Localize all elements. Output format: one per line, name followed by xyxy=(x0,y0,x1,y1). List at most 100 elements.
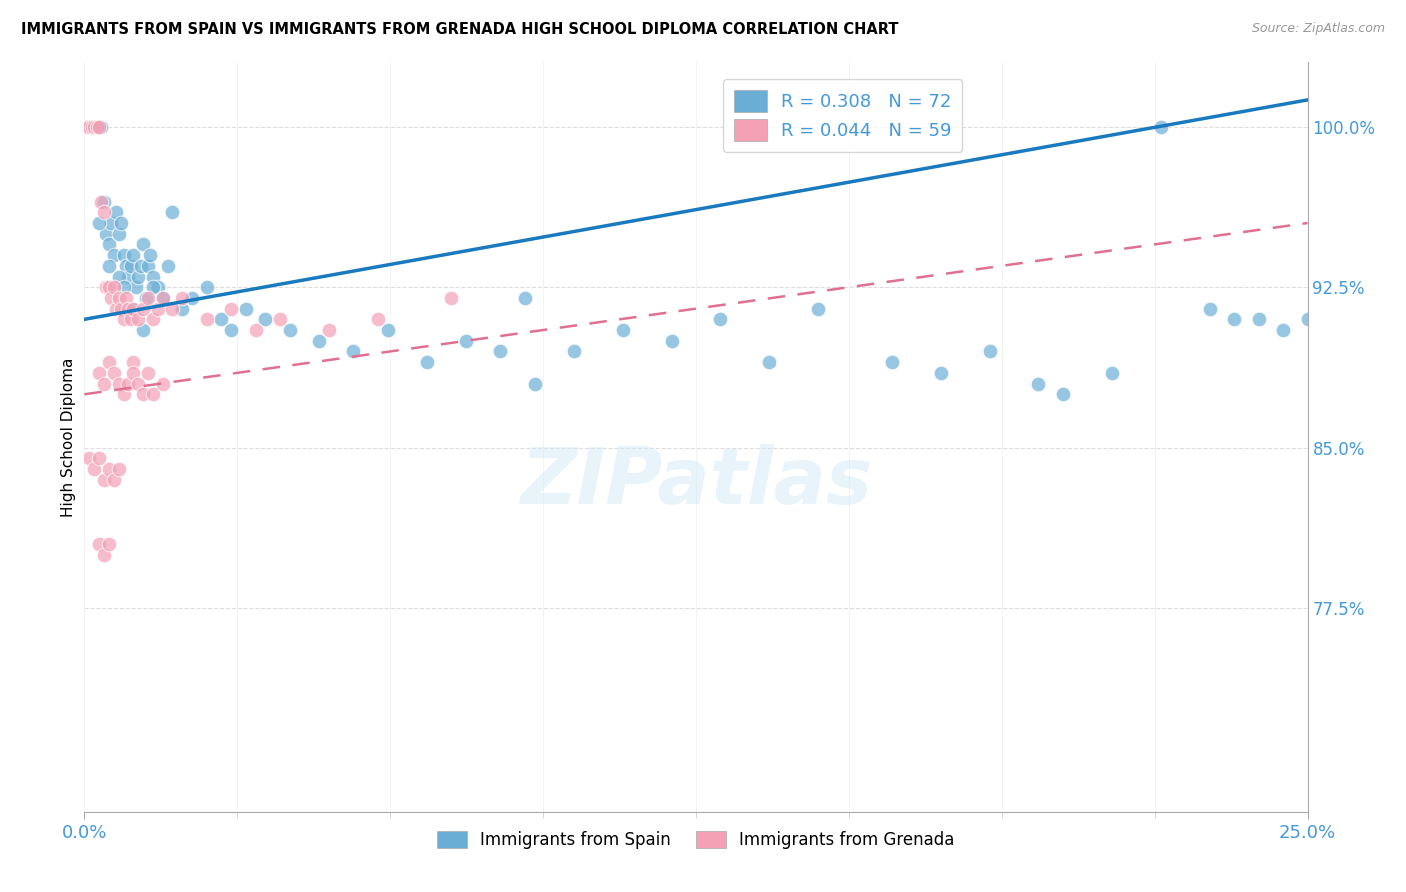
Point xyxy=(97,462,120,476)
Point xyxy=(120,259,142,273)
Point xyxy=(117,376,139,391)
Point xyxy=(90,120,112,134)
Point xyxy=(83,120,105,134)
Point xyxy=(115,291,138,305)
Point xyxy=(440,291,463,305)
Point xyxy=(1247,312,1270,326)
Point xyxy=(77,120,100,134)
Point xyxy=(127,312,149,326)
Point xyxy=(107,376,129,391)
Point xyxy=(96,227,118,241)
Point xyxy=(318,323,340,337)
Point xyxy=(136,291,159,305)
Point xyxy=(1198,301,1220,316)
Point xyxy=(278,323,301,337)
Point xyxy=(132,301,155,316)
Point xyxy=(1296,312,1319,326)
Point xyxy=(146,301,169,316)
Point xyxy=(219,323,242,337)
Point xyxy=(1052,387,1074,401)
Point xyxy=(122,355,145,369)
Point xyxy=(979,344,1001,359)
Point xyxy=(209,312,232,326)
Point xyxy=(87,216,110,230)
Point xyxy=(107,291,129,305)
Point xyxy=(97,237,120,252)
Point xyxy=(254,312,277,326)
Point xyxy=(135,291,157,305)
Point xyxy=(513,291,536,305)
Point xyxy=(758,355,780,369)
Point xyxy=(110,216,132,230)
Point xyxy=(142,387,165,401)
Point xyxy=(87,120,110,134)
Point xyxy=(117,301,139,316)
Point xyxy=(97,537,120,551)
Point xyxy=(612,323,634,337)
Point xyxy=(136,366,159,380)
Point xyxy=(77,120,100,134)
Point xyxy=(127,376,149,391)
Point xyxy=(122,301,145,316)
Point xyxy=(152,376,174,391)
Point xyxy=(112,248,135,262)
Point xyxy=(103,366,125,380)
Point xyxy=(83,462,105,476)
Point xyxy=(100,291,122,305)
Point xyxy=(132,323,155,337)
Point xyxy=(86,120,108,134)
Point xyxy=(112,312,135,326)
Point xyxy=(342,344,364,359)
Point xyxy=(235,301,257,316)
Point xyxy=(107,227,129,241)
Point xyxy=(103,248,125,262)
Point xyxy=(87,451,110,466)
Point xyxy=(152,291,174,305)
Point xyxy=(807,301,830,316)
Point xyxy=(269,312,291,326)
Point xyxy=(122,248,145,262)
Point xyxy=(142,312,165,326)
Point xyxy=(132,387,155,401)
Point xyxy=(120,312,142,326)
Point xyxy=(97,259,120,273)
Point xyxy=(107,269,129,284)
Point xyxy=(93,194,115,209)
Point xyxy=(142,269,165,284)
Point xyxy=(156,259,179,273)
Point xyxy=(107,462,129,476)
Point xyxy=(489,344,512,359)
Point xyxy=(96,280,118,294)
Point xyxy=(1223,312,1246,326)
Point xyxy=(195,312,218,326)
Point xyxy=(880,355,903,369)
Point xyxy=(152,291,174,305)
Point xyxy=(195,280,218,294)
Point xyxy=(1028,376,1050,391)
Point xyxy=(162,205,184,219)
Point xyxy=(80,120,103,134)
Point xyxy=(97,280,120,294)
Point xyxy=(139,248,162,262)
Point xyxy=(112,280,135,294)
Point xyxy=(93,473,115,487)
Point xyxy=(1150,120,1173,134)
Legend: Immigrants from Spain, Immigrants from Grenada: Immigrants from Spain, Immigrants from G… xyxy=(430,824,962,855)
Point xyxy=(129,259,152,273)
Point xyxy=(87,120,110,134)
Point xyxy=(97,355,120,369)
Point xyxy=(308,334,330,348)
Point xyxy=(117,269,139,284)
Point xyxy=(77,451,100,466)
Point xyxy=(127,269,149,284)
Point xyxy=(110,301,132,316)
Point xyxy=(162,301,184,316)
Point xyxy=(103,473,125,487)
Point xyxy=(122,301,145,316)
Point xyxy=(100,216,122,230)
Y-axis label: High School Diploma: High School Diploma xyxy=(60,358,76,516)
Point xyxy=(136,259,159,273)
Point xyxy=(83,120,105,134)
Text: Source: ZipAtlas.com: Source: ZipAtlas.com xyxy=(1251,22,1385,36)
Point xyxy=(122,366,145,380)
